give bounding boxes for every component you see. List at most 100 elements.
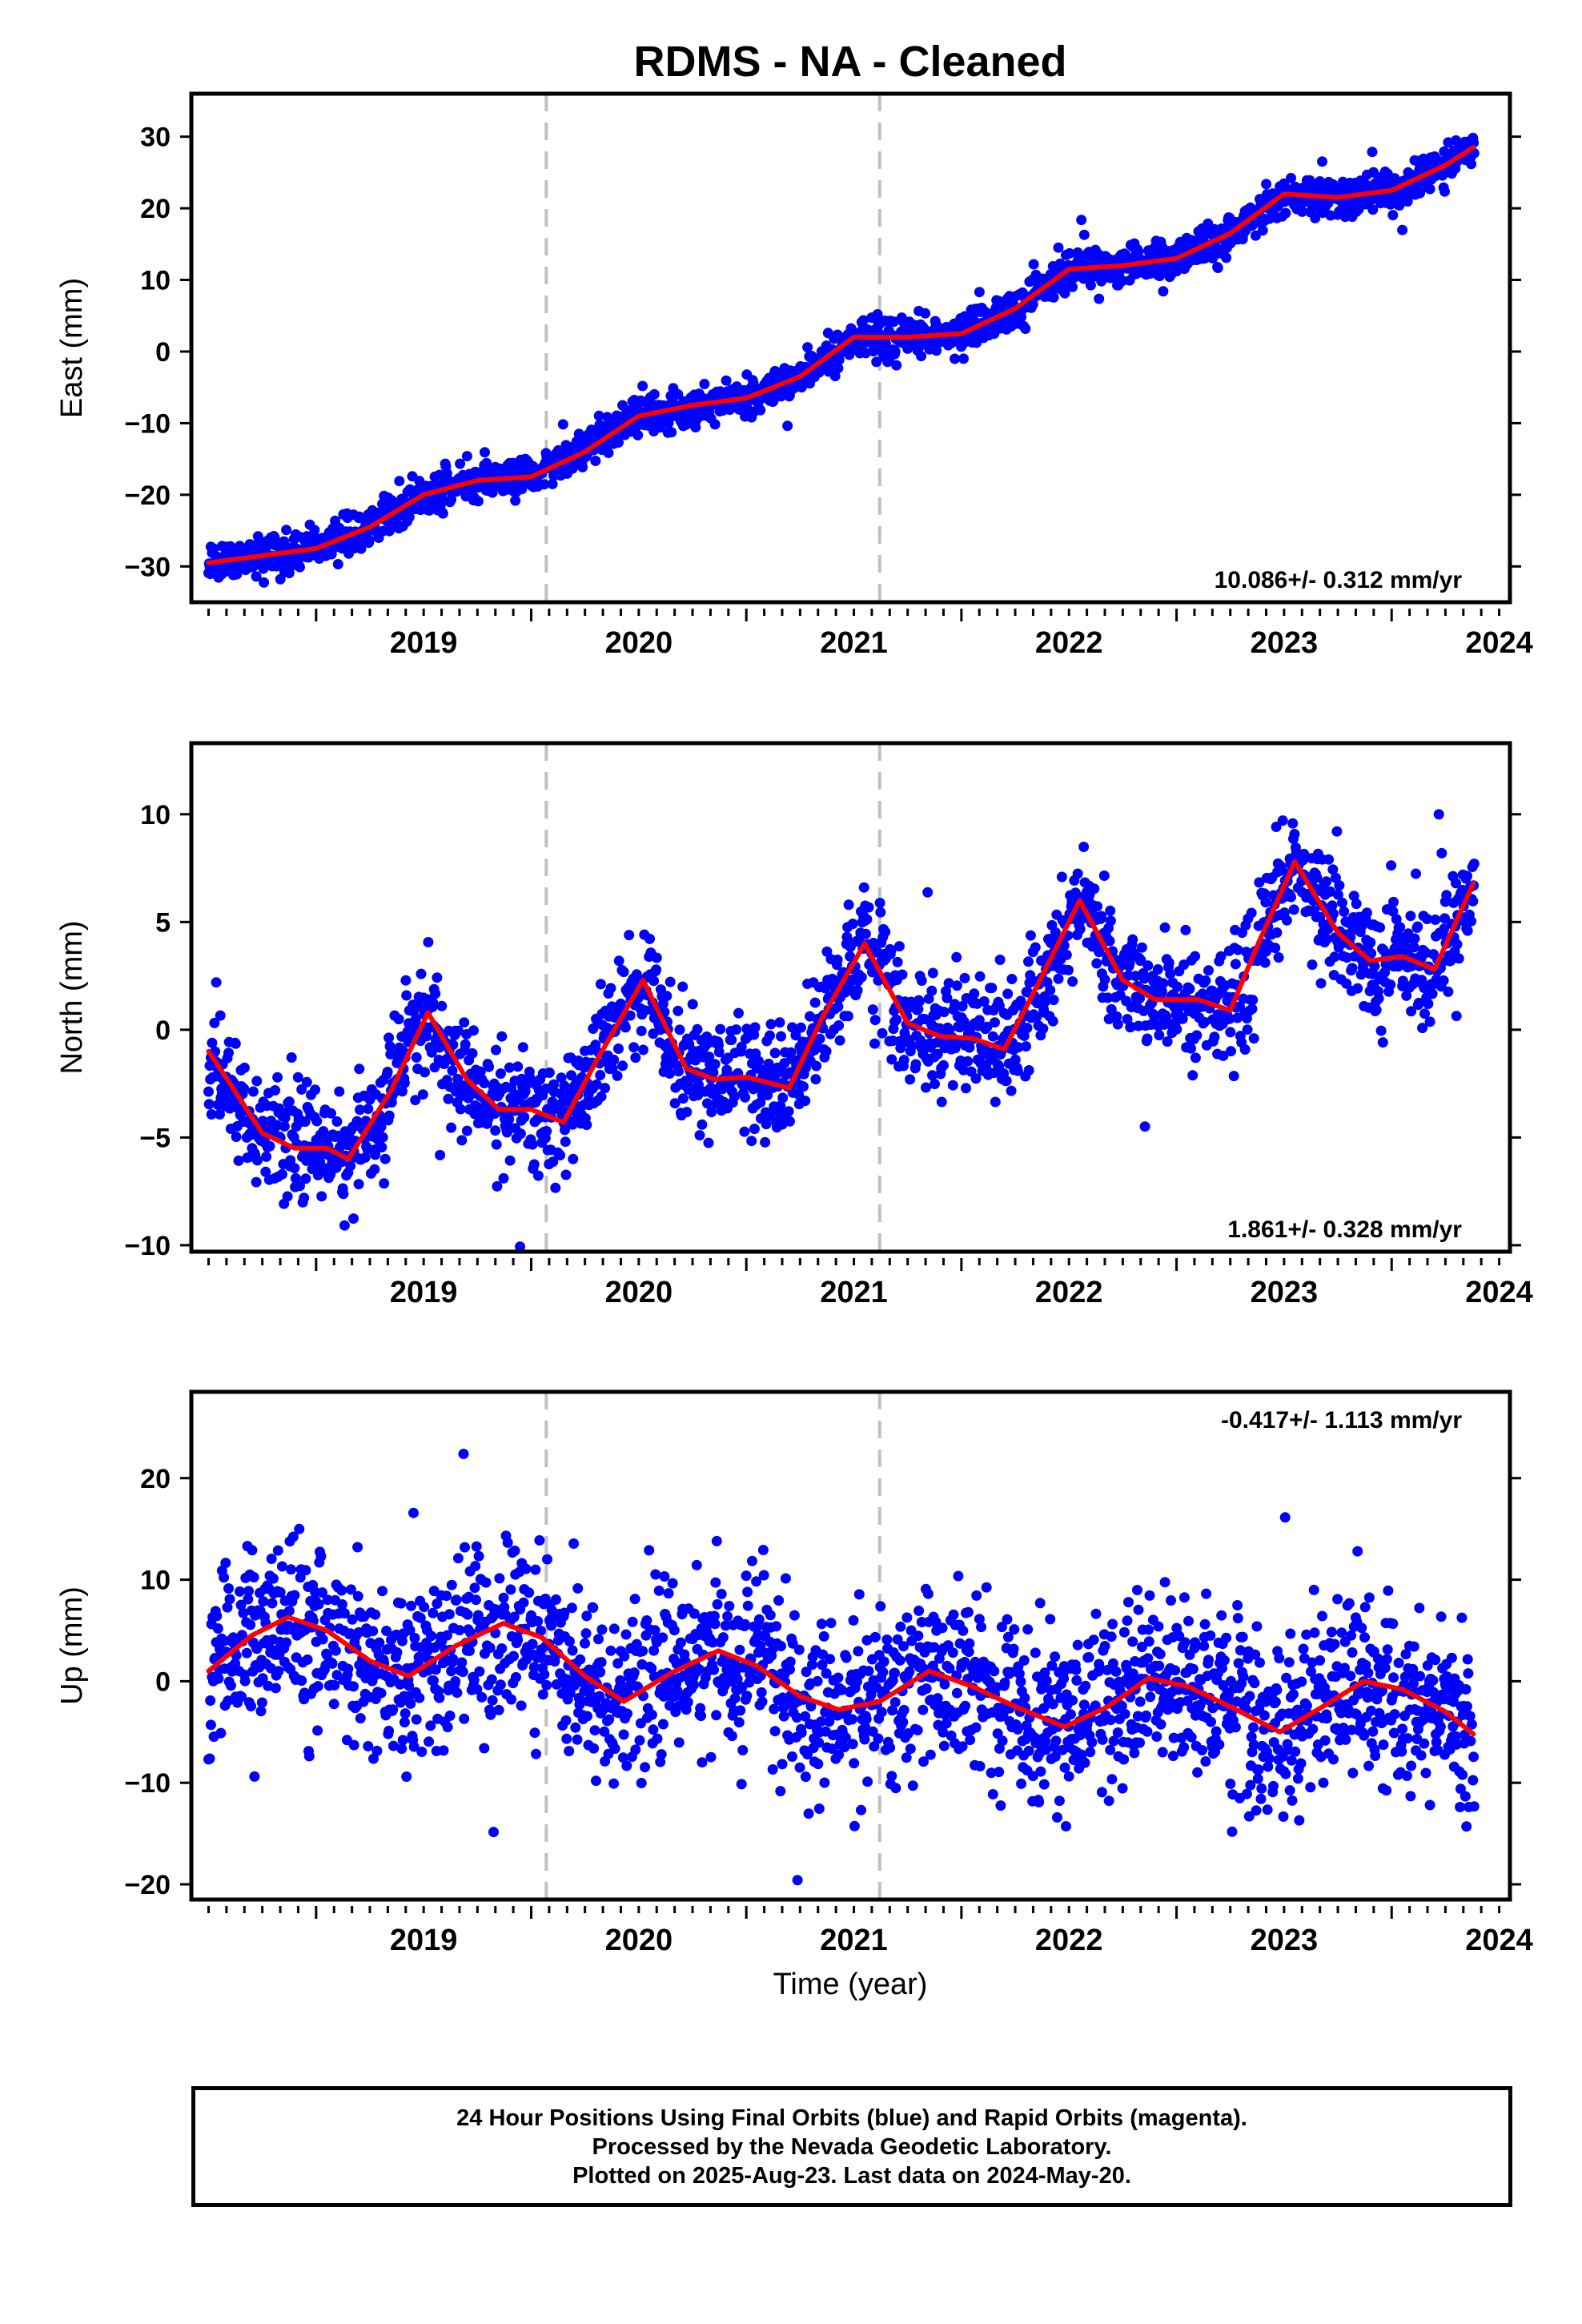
data-point: [338, 1188, 349, 1200]
data-point: [1172, 981, 1183, 992]
data-point: [270, 1085, 281, 1096]
data-point: [384, 1041, 396, 1051]
data-point: [650, 1569, 661, 1580]
data-point: [231, 1132, 242, 1142]
data-point: [677, 1093, 689, 1104]
data-point: [595, 1667, 606, 1678]
data-point: [1271, 822, 1282, 832]
data-point: [706, 1107, 717, 1118]
data-point: [1058, 940, 1070, 951]
data-point: [648, 1724, 659, 1735]
data-point: [1367, 204, 1379, 215]
data-point: [673, 388, 684, 400]
data-point: [595, 1070, 606, 1080]
data-point: [605, 983, 616, 994]
data-point: [1247, 995, 1259, 1006]
data-point: [548, 1156, 559, 1168]
data-point: [368, 1753, 379, 1764]
data-point: [921, 1082, 931, 1093]
data-point: [448, 1654, 459, 1665]
data-point: [524, 1587, 535, 1598]
data-point: [375, 1121, 387, 1132]
data-point: [1139, 1121, 1150, 1132]
data-point: [473, 1550, 484, 1562]
data-point: [874, 898, 885, 908]
data-point: [612, 1070, 623, 1081]
data-point: [1323, 923, 1334, 935]
data-point: [964, 1042, 975, 1053]
data-point: [1092, 901, 1102, 912]
x-tick-label: 2019: [390, 1276, 458, 1309]
data-point: [673, 1005, 684, 1016]
data-point: [532, 1616, 544, 1626]
data-point: [414, 1692, 425, 1703]
data-point: [1158, 978, 1169, 989]
data-point: [331, 1116, 343, 1127]
data-point: [382, 1067, 393, 1077]
data-point: [1094, 947, 1105, 958]
data-point: [1056, 871, 1067, 883]
data-point: [404, 1625, 416, 1636]
data-point: [906, 1040, 917, 1051]
data-point: [491, 1139, 502, 1150]
data-point: [1225, 1027, 1236, 1038]
data-point: [239, 1083, 250, 1094]
data-point: [1028, 259, 1039, 270]
data-point: [1038, 1023, 1049, 1034]
y-axis-label: North (mm): [55, 920, 89, 1074]
data-point: [1190, 1052, 1201, 1063]
data-point: [1323, 854, 1335, 865]
data-point: [1215, 951, 1227, 962]
data-point: [811, 1060, 822, 1072]
data-point: [736, 1779, 747, 1790]
data-point: [450, 1676, 461, 1687]
data-point: [1289, 829, 1300, 839]
data-point: [556, 1072, 567, 1084]
data-point: [272, 1545, 283, 1556]
data-point: [1006, 974, 1018, 984]
data-point: [322, 1594, 333, 1606]
data-point: [810, 1074, 821, 1085]
data-point: [621, 1760, 632, 1771]
data-point: [300, 1173, 311, 1184]
data-point: [713, 1047, 725, 1058]
data-point: [1280, 207, 1291, 219]
data-point: [417, 1089, 428, 1100]
data-point: [910, 1059, 921, 1070]
data-point: [542, 1554, 552, 1565]
data-point: [696, 1711, 706, 1722]
data-point: [790, 1030, 801, 1041]
data-point: [496, 1031, 508, 1042]
data-point: [1105, 915, 1116, 927]
data-point: [1050, 927, 1061, 938]
data-point: [1242, 1024, 1253, 1035]
data-point: [430, 988, 441, 999]
data-point: [455, 458, 466, 469]
data-point: [842, 1011, 853, 1022]
data-point: [1257, 225, 1268, 236]
data-point: [428, 1675, 439, 1687]
data-point: [243, 1594, 254, 1605]
data-point: [769, 1047, 781, 1059]
data-point: [459, 1713, 470, 1724]
data-point: [527, 1638, 538, 1650]
data-point: [735, 1705, 746, 1716]
y-tick-label: 0: [155, 1015, 171, 1046]
x-tick-label: 2020: [605, 1276, 673, 1309]
data-point: [705, 1751, 717, 1763]
data-point: [399, 1077, 410, 1088]
data-point: [746, 1136, 757, 1147]
data-point: [711, 1710, 722, 1721]
data-point: [510, 495, 521, 506]
data-point: [729, 1693, 741, 1704]
data-point: [982, 1021, 993, 1032]
data-point: [452, 1687, 463, 1699]
data-point: [444, 1711, 456, 1721]
data-point: [695, 1703, 706, 1714]
data-point: [494, 1573, 505, 1584]
data-point: [432, 1598, 443, 1609]
data-point: [352, 1542, 363, 1553]
data-point: [495, 1068, 506, 1080]
data-point: [261, 1151, 272, 1162]
data-point: [1439, 186, 1450, 197]
